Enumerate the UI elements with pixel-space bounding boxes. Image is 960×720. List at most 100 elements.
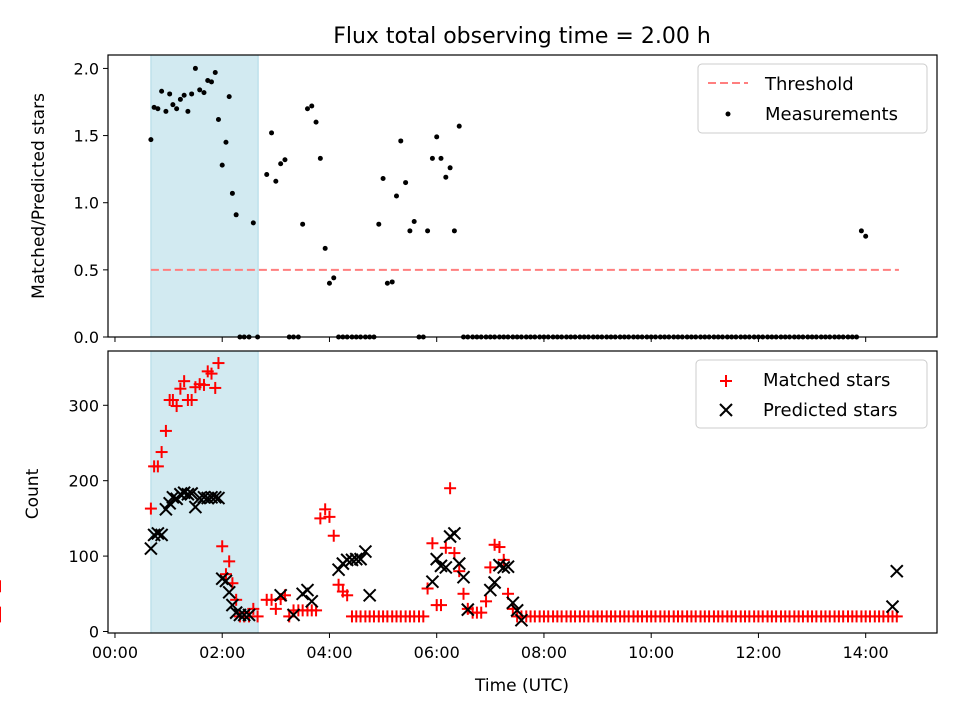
predicted-star-marker	[362, 588, 377, 603]
bottom-y-ticks: 0 100 200 300	[68, 396, 108, 641]
bottom-x-tick-label: 00:00	[92, 643, 138, 662]
matched-star-marker	[327, 529, 340, 542]
matched-star-marker	[144, 502, 157, 515]
legend-measurements-label: Measurements	[765, 104, 898, 125]
measurement-point	[148, 137, 154, 143]
x-axis-label: Time (UTC)	[474, 676, 569, 696]
measurement-point	[447, 165, 453, 171]
chart-title: Flux total observing time = 2.00 h	[333, 24, 711, 49]
predicted-star-marker	[349, 552, 363, 566]
legend-predicted-swatch	[719, 403, 733, 417]
legend-predicted-label: Predicted stars	[763, 400, 897, 421]
predicted-star-marker	[305, 594, 319, 609]
predicted-star-marker	[166, 490, 180, 504]
matched-star-marker	[484, 561, 497, 574]
matched-star-marker	[178, 375, 191, 388]
measurement-point	[309, 103, 315, 109]
measurement-point	[322, 245, 328, 251]
predicted-star-marker	[144, 541, 158, 556]
measurement-point	[250, 220, 256, 226]
predicted-star-marker	[510, 603, 524, 618]
matched-star-marker	[417, 610, 430, 623]
measurement-point	[331, 275, 337, 281]
matched-star-marker	[332, 578, 345, 591]
measurement-point	[212, 69, 218, 75]
top-legend-box	[697, 63, 928, 134]
measurement-point	[233, 212, 239, 218]
matched-star-marker	[444, 482, 457, 495]
bottom-axes: 0 100 200 300 00:00 02:00 04:00 06:00 08:00 10:0…	[0, 350, 938, 696]
predicted-star-marker	[273, 588, 288, 603]
top-y-tick-label: 0.5	[74, 261, 99, 280]
legend-measurements-swatch	[725, 111, 731, 117]
predicted-star-marker	[208, 490, 222, 504]
measurement-point	[398, 138, 404, 144]
top-y-tick-label: 0.0	[74, 328, 99, 347]
measurement-point	[282, 157, 288, 163]
predicted-star-marker	[181, 487, 195, 501]
measurement-point	[219, 162, 225, 168]
matched-star-marker	[453, 565, 466, 578]
bottom-y-tick-label: 100	[68, 547, 99, 566]
matched-star-marker	[223, 555, 236, 568]
predicted-star-marker	[452, 556, 466, 571]
measurement-point	[317, 155, 323, 161]
predicted-star-marker	[159, 502, 173, 517]
matched-star-marker	[480, 595, 493, 608]
bottom-x-tick-label: 08:00	[521, 643, 567, 662]
measurement-point	[407, 228, 413, 234]
measurement-point	[389, 279, 395, 285]
predicted-star-marker	[229, 605, 243, 620]
measurement-point	[185, 108, 191, 114]
top-y-tick-label: 1.0	[74, 194, 99, 213]
measurement-point	[223, 139, 229, 145]
matched-star-marker	[457, 587, 470, 600]
matched-star-marker	[341, 589, 354, 602]
matched-star-marker	[421, 582, 434, 595]
predicted-stars-points	[144, 486, 904, 627]
matched-star-marker	[323, 510, 336, 523]
measurement-point	[269, 130, 275, 136]
matched-star-marker	[197, 378, 210, 391]
measurement-point	[380, 176, 386, 182]
predicted-star-marker	[300, 583, 315, 597]
bottom-legend: Matched stars Predicted stars	[695, 359, 928, 429]
bottom-x-tick-label: 12:00	[735, 643, 781, 662]
predicted-star-marker	[506, 596, 520, 610]
measurement-point	[438, 155, 444, 161]
matched-star-marker	[230, 593, 243, 606]
matched-star-marker	[166, 394, 179, 407]
predicted-star-marker	[885, 599, 900, 614]
predicted-star-marker	[890, 564, 904, 578]
measurement-point	[159, 88, 165, 94]
predicted-star-marker	[501, 559, 515, 574]
measurement-point	[273, 178, 279, 184]
matched-star-marker	[151, 460, 164, 473]
matched-star-marker	[314, 512, 327, 525]
matched-star-marker	[209, 381, 222, 394]
measurement-point	[393, 193, 399, 199]
measurement-point	[177, 96, 183, 102]
bottom-y-tick-label: 300	[68, 396, 99, 415]
matched-star-marker	[890, 610, 903, 623]
measurement-point	[384, 280, 390, 286]
predicted-star-marker	[497, 560, 511, 575]
measurement-point	[163, 108, 169, 114]
bottom-x-tick-label: 04:00	[306, 643, 352, 662]
predicted-star-marker	[483, 583, 498, 597]
bottom-y-tick-label: 200	[68, 472, 99, 491]
measurement-point	[174, 106, 180, 112]
measurement-point	[456, 123, 462, 129]
predicted-star-marker	[487, 575, 502, 590]
measurement-point	[443, 174, 449, 180]
measurement-point	[189, 91, 195, 97]
predicted-star-marker	[184, 486, 199, 501]
measurement-point	[181, 92, 187, 98]
measurement-point	[215, 116, 221, 122]
measurement-point	[425, 228, 431, 234]
predicted-star-marker	[425, 575, 440, 589]
top-y-tick-label: 2.0	[74, 59, 99, 78]
bottom-x-tick-label: 06:00	[414, 643, 460, 662]
measurement-point	[411, 219, 417, 225]
